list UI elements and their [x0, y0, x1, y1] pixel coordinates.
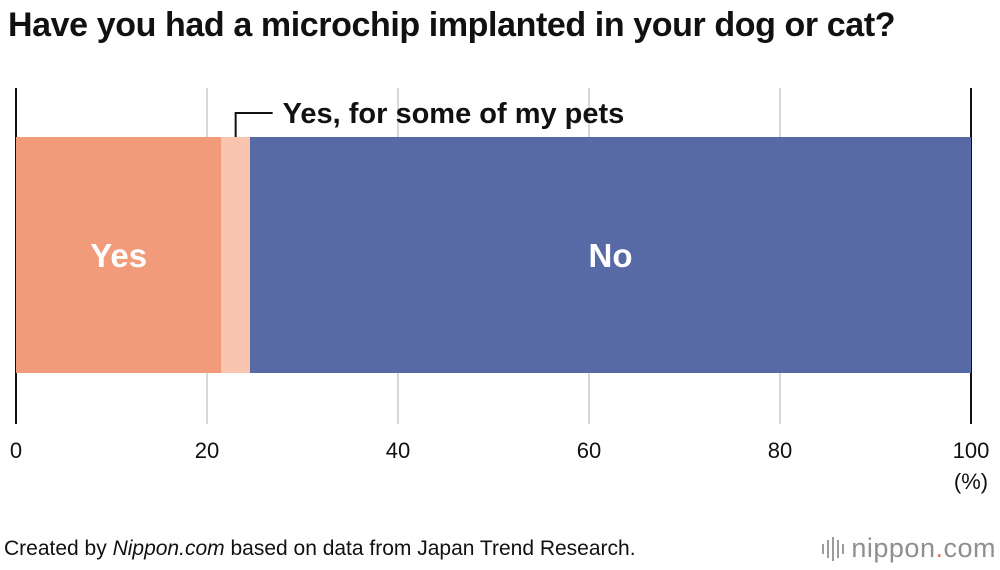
tick-label-80: 80 [768, 438, 792, 463]
tick-label-20: 20 [195, 438, 219, 463]
bar-segment-no [249, 137, 972, 373]
bar-segment-yes-for-some-of-my-pets [221, 137, 250, 373]
credit-prefix: Created by [4, 537, 113, 560]
bar-segment-yes [16, 137, 222, 373]
logo-bars-icon [822, 536, 845, 562]
stacked-bar-chart: Yes No Yes, for some of my pets 0 20 40 60 80 10… [10, 88, 990, 494]
bar-label-no: No [588, 237, 632, 274]
credit-site: Nippon.com [112, 537, 225, 560]
tick-label-40: 40 [386, 438, 410, 463]
chart-title: Have you had a microchip implanted in yo… [8, 6, 896, 44]
bar-label-yes: Yes [90, 237, 147, 274]
callout-line [234, 112, 273, 137]
nippon-logo: nippon.com [822, 533, 996, 564]
logo-tld: com [943, 533, 996, 563]
tick-label-100: 100 [953, 438, 990, 463]
tick-label-60: 60 [577, 438, 601, 463]
bar-label-yes-for-some-of-my-pets: Yes, for some of my pets [283, 98, 625, 130]
source-credit: Created by Nippon.com based on data from… [4, 537, 636, 561]
logo-name: nippon [851, 533, 936, 563]
logo-dot: . [935, 533, 944, 563]
unit-label: (%) [954, 469, 988, 494]
credit-suffix: based on data from Japan Trend Research. [224, 537, 636, 560]
logo-wordmark: nippon.com [851, 533, 996, 564]
tick-label-0: 0 [10, 438, 22, 463]
